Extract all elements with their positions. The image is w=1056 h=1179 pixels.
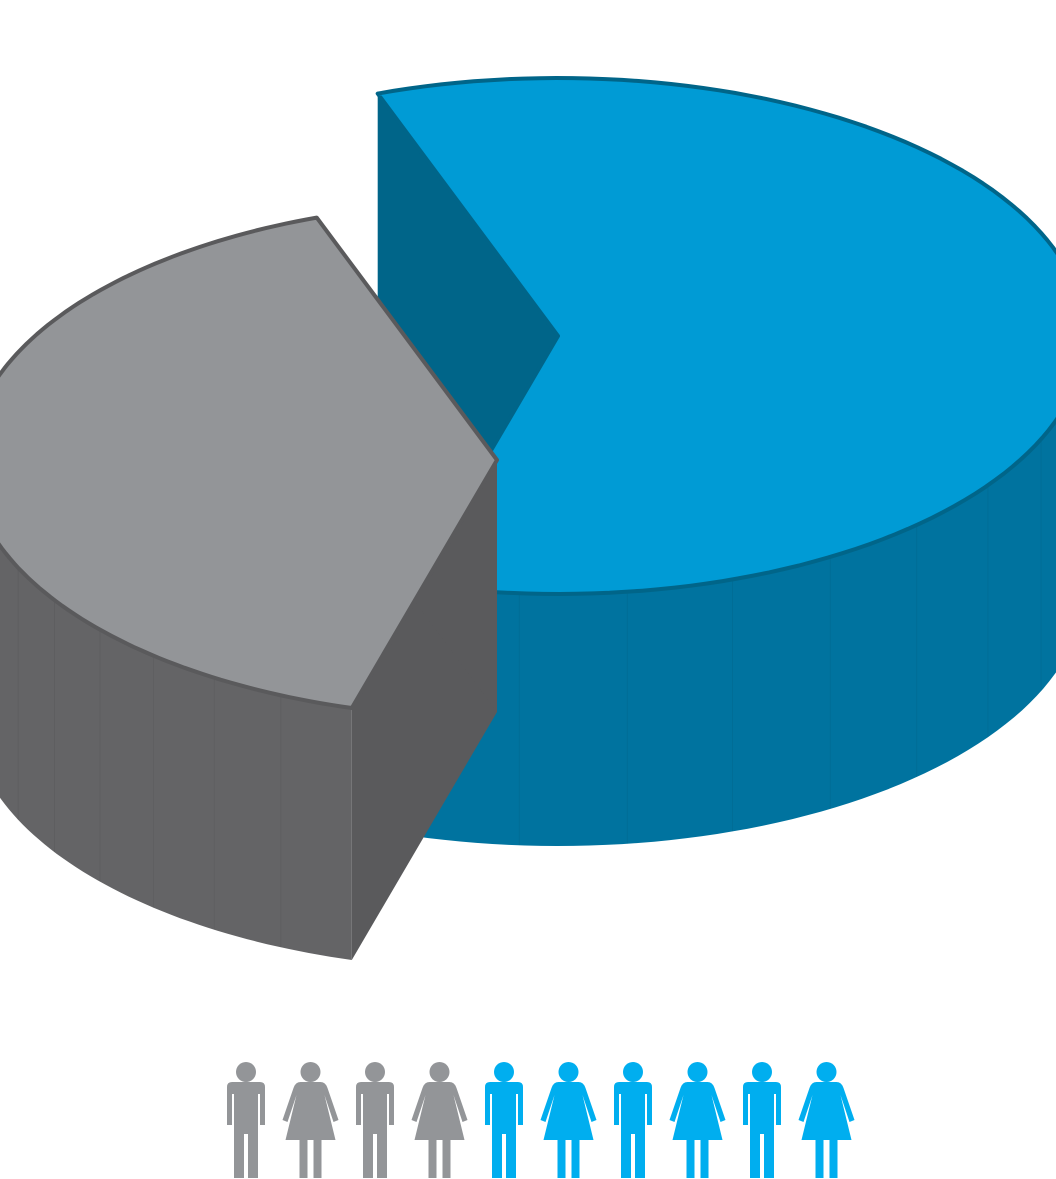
pie-slice-0-side <box>412 420 1056 846</box>
female-person-icon <box>411 1062 468 1178</box>
female-person-icon <box>669 1062 726 1178</box>
male-person-icon <box>743 1062 781 1178</box>
pie-slice-1-side <box>0 545 352 960</box>
pie-slice-1-top <box>0 215 499 710</box>
male-person-icon <box>356 1062 394 1178</box>
pie-slice-0-top <box>375 76 1056 596</box>
male-person-icon <box>227 1062 265 1178</box>
female-person-icon <box>540 1062 597 1178</box>
female-person-icon <box>798 1062 855 1178</box>
female-person-icon <box>282 1062 339 1178</box>
pie-layer <box>0 76 1056 960</box>
male-person-icon <box>614 1062 652 1178</box>
male-person-icon <box>485 1062 523 1178</box>
pie-slice-1 <box>0 215 499 960</box>
people-pictogram <box>227 1062 855 1178</box>
